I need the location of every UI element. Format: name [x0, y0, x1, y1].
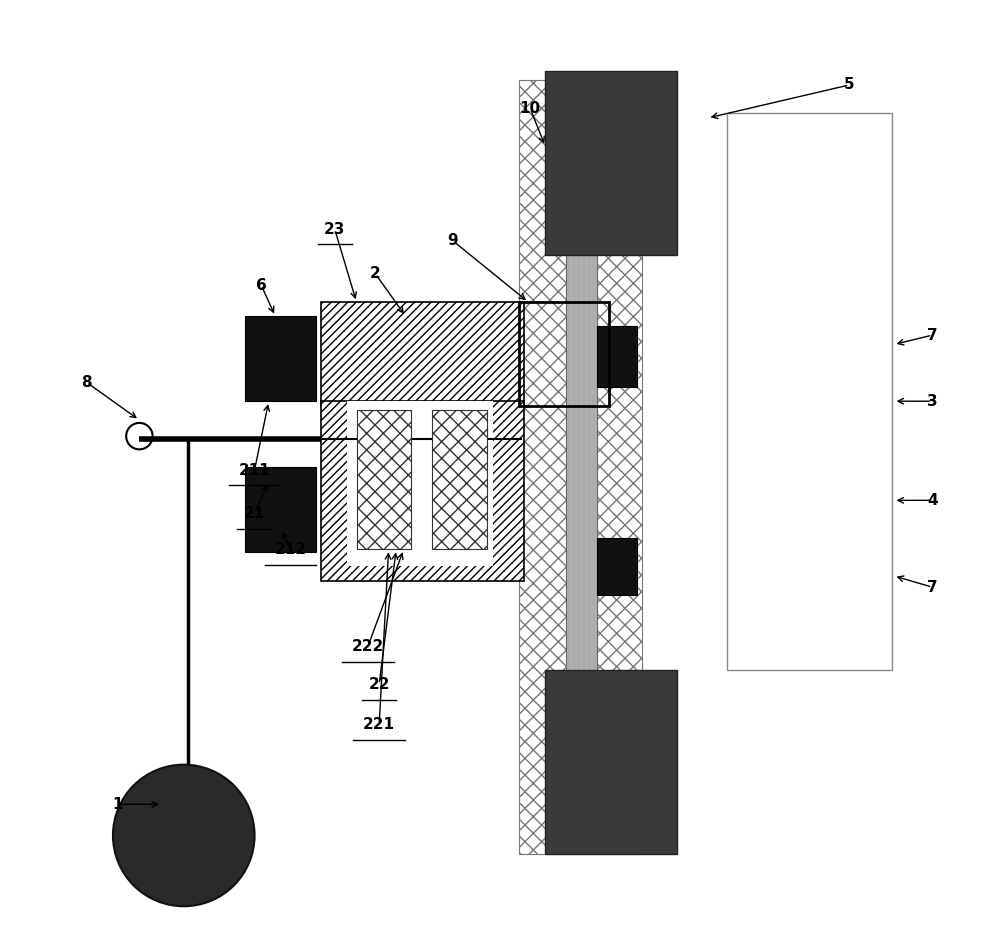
Bar: [597, 538, 637, 595]
Text: 221: 221: [363, 717, 395, 733]
Text: 3: 3: [927, 394, 938, 409]
Text: 7: 7: [927, 328, 938, 343]
Text: 2: 2: [370, 266, 381, 281]
Bar: [566, 156, 597, 779]
Bar: [519, 80, 642, 854]
Text: 7: 7: [927, 580, 938, 595]
Bar: [321, 401, 524, 581]
Circle shape: [113, 765, 255, 906]
Text: 212: 212: [274, 542, 306, 557]
Bar: [347, 401, 493, 566]
Bar: [597, 326, 637, 387]
Text: 4: 4: [927, 493, 938, 508]
Text: 9: 9: [447, 233, 458, 248]
Bar: [727, 113, 892, 670]
Bar: [545, 71, 677, 255]
Text: 8: 8: [81, 375, 92, 390]
Bar: [245, 467, 316, 552]
Text: 22: 22: [368, 677, 390, 692]
Text: 1: 1: [112, 797, 123, 812]
Bar: [321, 302, 524, 406]
Text: 10: 10: [520, 101, 541, 116]
Bar: [432, 410, 487, 549]
Bar: [245, 316, 316, 401]
Bar: [545, 670, 677, 854]
Text: 222: 222: [352, 639, 384, 654]
Text: 211: 211: [239, 463, 270, 478]
Text: 23: 23: [324, 222, 345, 237]
Text: 5: 5: [844, 77, 855, 93]
Text: 6: 6: [256, 278, 267, 293]
Text: 21: 21: [244, 506, 265, 521]
Bar: [519, 302, 609, 406]
Bar: [357, 410, 411, 549]
